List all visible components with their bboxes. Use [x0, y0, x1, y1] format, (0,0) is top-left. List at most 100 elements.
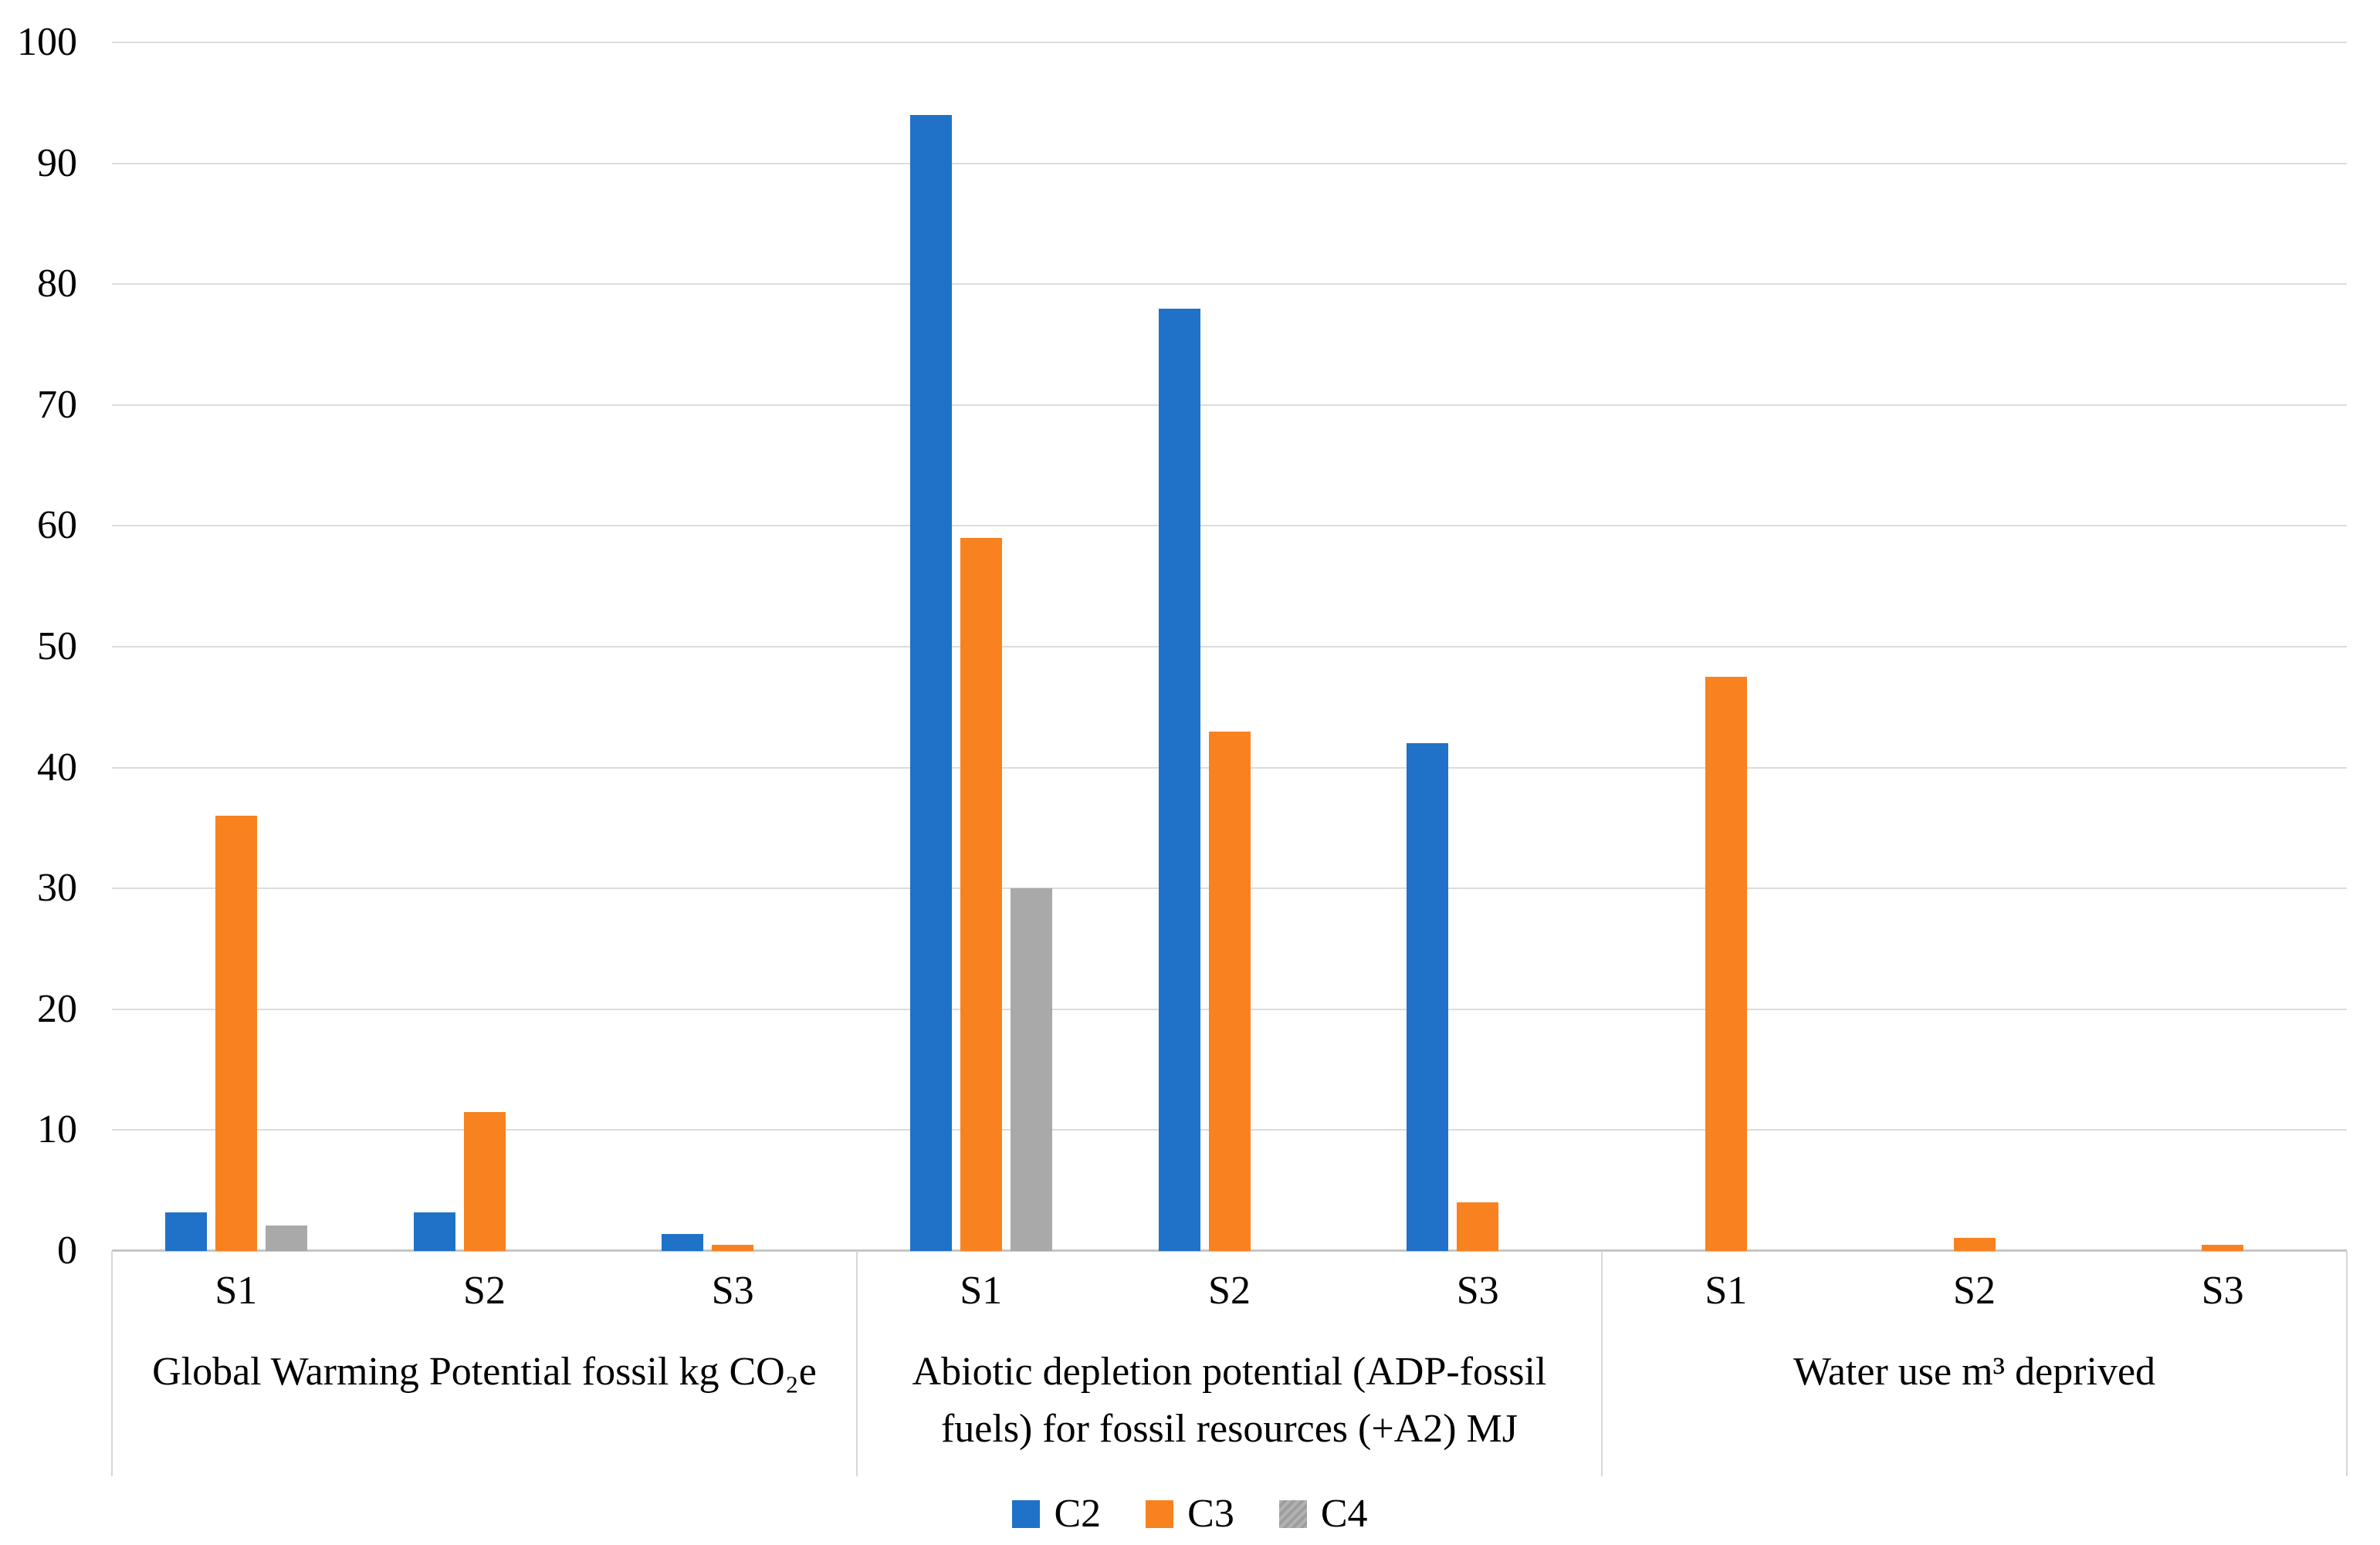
cluster-s2-g1	[361, 42, 609, 1251]
bar-slot-c4	[514, 42, 556, 1251]
category-cell-2: S1 S2 S3 Abiotic depletion potential (ADP-f…	[857, 1251, 1602, 1492]
legend-item-c3: C3	[1146, 1494, 1234, 1534]
bar-slot-c3	[960, 42, 1002, 1251]
gridline-100	[112, 42, 2347, 43]
cluster-s2-g2	[1105, 42, 1354, 1251]
bar-slot-c4	[1507, 42, 1549, 1251]
cluster-s3-g1	[608, 42, 857, 1251]
bar-c4-s1-g2	[1010, 888, 1052, 1251]
bar-c3-s2-g3	[1953, 1237, 1996, 1251]
cluster-s1-g1	[112, 42, 361, 1251]
gridline-80	[112, 283, 2347, 286]
legend-item-c2: C2	[1012, 1494, 1101, 1534]
bar-c2-s1-g1	[164, 1212, 207, 1251]
y-tick-label-80: 80	[37, 262, 77, 306]
bar-slot-c4	[1755, 42, 1797, 1251]
y-tick-label-60: 60	[37, 503, 77, 548]
legend-swatch-c3	[1146, 1500, 1174, 1528]
bar-slot-c2	[909, 42, 952, 1251]
bar-c3-s1-g3	[1705, 677, 1747, 1251]
category-divider-2	[1601, 1251, 1603, 1476]
group-label-2: Abiotic depletion potential (ADP-fossil …	[912, 1350, 1547, 1451]
subcategory-label-s1-g1: S1	[215, 1269, 258, 1313]
y-tick-label-30: 30	[37, 866, 77, 911]
bar-slot-c2	[1655, 42, 1697, 1251]
subcategory-label-s3-g2: S3	[1456, 1269, 1499, 1313]
y-tick-label-70: 70	[37, 382, 77, 427]
subcategory-row-2: S1 S2 S3	[857, 1251, 1602, 1331]
subcategory-row-1: S1 S2 S3	[112, 1251, 857, 1331]
bar-slot-c4	[762, 42, 804, 1251]
subcategory-label-s1-g3: S1	[1705, 1269, 1748, 1313]
bar-c3-s3-g1	[712, 1245, 754, 1251]
bar-c3-s2-g2	[1208, 731, 1251, 1251]
legend: C2 C3 C4	[0, 1494, 2380, 1534]
cluster-s3-g3	[2098, 42, 2347, 1251]
legend-swatch-c4	[1278, 1500, 1307, 1528]
category-divider-0	[111, 1251, 113, 1476]
bar-slot-c2	[2151, 42, 2193, 1251]
bar-slot-c4	[2004, 42, 2046, 1251]
y-tick-label-50: 50	[37, 624, 77, 668]
bar-slot-c3	[1457, 42, 1499, 1251]
bar-slot-c4	[2252, 42, 2294, 1251]
bar-slot-c2	[1407, 42, 1449, 1251]
bar-slot-c2	[413, 42, 455, 1251]
subcategory-label-s2-g2: S2	[1208, 1269, 1251, 1313]
group-label-3: Water use m³ deprived	[1793, 1350, 2156, 1394]
bar-slot-c2	[164, 42, 207, 1251]
category-divider-3	[2346, 1251, 2348, 1476]
bar-slot-c3	[1953, 42, 1996, 1251]
bar-c3-s3-g2	[1457, 1202, 1499, 1251]
legend-label-c4: C4	[1320, 1492, 1368, 1536]
category-cell-3: S1 S2 S3 Water use m³ deprived	[1602, 1251, 2347, 1492]
cluster-s1-g2	[857, 42, 1105, 1251]
subcategory-label-s3-g1: S3	[711, 1269, 754, 1313]
bar-slot-c3	[215, 42, 257, 1251]
bar-c3-s3-g3	[2202, 1245, 2244, 1251]
gridline-90	[112, 162, 2347, 164]
group-2	[857, 42, 1602, 1251]
bar-slot-c4	[265, 42, 307, 1251]
bar-slot-c3	[2202, 42, 2244, 1251]
bar-c3-s1-g1	[215, 816, 257, 1251]
bar-slot-c2	[1904, 42, 1945, 1251]
bar-slot-c3	[1208, 42, 1251, 1251]
y-tick-label-90: 90	[37, 140, 77, 185]
subcategory-label-s2-g1: S2	[463, 1269, 506, 1313]
bar-slot-c3	[712, 42, 754, 1251]
plot-area: 0 10 20 30 40 50 60 70 80 90 100	[17, 22, 2347, 1271]
bars-layer	[112, 42, 2347, 1251]
y-tick-label-100: 100	[17, 20, 77, 64]
legend-item-c4: C4	[1278, 1492, 1368, 1536]
group-1	[112, 42, 857, 1251]
y-tick-label-10: 10	[37, 1107, 77, 1152]
y-tick-label-20: 20	[37, 986, 77, 1031]
bar-c2-s3-g2	[1407, 743, 1449, 1251]
category-axis-band: S1 S2 S3 Global Warming Potential fossil kg…	[112, 1251, 2347, 1492]
bar-c2-s3-g1	[662, 1234, 704, 1251]
legend-label-c2: C2	[1054, 1492, 1102, 1536]
bar-slot-c4	[1010, 42, 1052, 1251]
bar-c3-s1-g2	[960, 538, 1002, 1251]
subcategory-label-s1-g2: S1	[960, 1269, 1003, 1313]
subcategory-label-s2-g3: S2	[1953, 1269, 1996, 1313]
subcategory-row-3: S1 S2 S3	[1602, 1251, 2347, 1331]
category-cell-1: S1 S2 S3 Global Warming Potential fossil kg…	[112, 1251, 857, 1492]
legend-label-c3: C3	[1187, 1492, 1234, 1536]
y-tick-label-0: 0	[57, 1229, 77, 1273]
legend-swatch-c2	[1012, 1500, 1041, 1528]
gridline-70	[112, 404, 2347, 406]
subcategory-label-s3-g3: S3	[2201, 1269, 2244, 1313]
gridline-50	[112, 646, 2347, 647]
cluster-s1-g3	[1602, 42, 1850, 1251]
cluster-s2-g3	[1850, 42, 2099, 1251]
bar-c3-s2-g1	[463, 1111, 506, 1251]
bar-c2-s2-g2	[1158, 308, 1200, 1251]
bar-slot-c3	[463, 42, 506, 1251]
bar-c2-s1-g2	[909, 114, 952, 1251]
cluster-s3-g2	[1353, 42, 1602, 1251]
bar-c2-s2-g1	[413, 1212, 455, 1251]
group-label-1: Global Warming Potential fossil kg CO₂e	[152, 1350, 817, 1394]
bar-slot-c4	[1259, 42, 1301, 1251]
